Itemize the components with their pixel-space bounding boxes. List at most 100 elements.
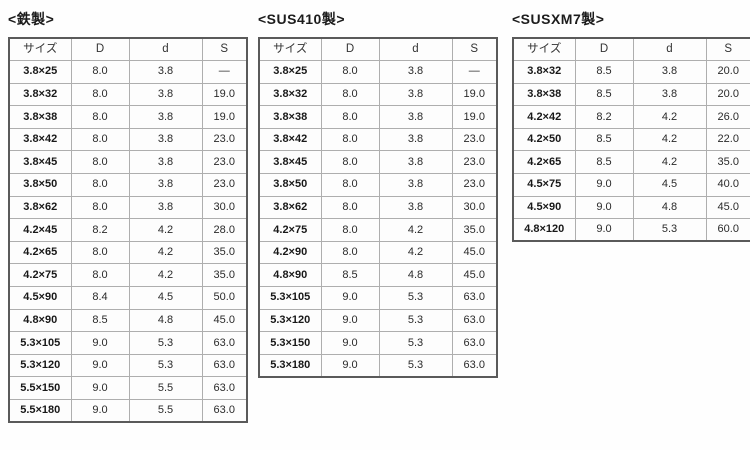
cell-d: 4.5 <box>128 286 203 310</box>
cell-d: 3.8 <box>128 127 203 152</box>
cell-S: 35.0 <box>201 263 248 288</box>
cell-d: 5.5 <box>128 399 203 423</box>
cell-D: 8.0 <box>70 127 130 152</box>
cell-d: 5.5 <box>128 376 203 400</box>
cell-D: 8.5 <box>574 150 634 175</box>
cell-S: 45.0 <box>451 240 498 265</box>
cell-size: 3.8×32 <box>258 82 322 107</box>
cell-D: 8.5 <box>574 127 634 152</box>
cell-size: 3.8×62 <box>8 195 72 220</box>
cell-size: 3.8×62 <box>258 195 322 220</box>
cell-size: 5.3×105 <box>258 286 322 310</box>
cell-size: 4.2×75 <box>8 263 72 288</box>
cell-S: 45.0 <box>451 263 498 288</box>
cell-S: 22.0 <box>705 127 750 152</box>
cell-size: 4.5×90 <box>512 195 576 220</box>
spec-row: 5.3×150 9.0 5.3 63.0 <box>258 331 498 355</box>
cell-d: 3.8 <box>378 105 453 129</box>
cell-d: 3.8 <box>128 105 203 129</box>
spec-row: 4.5×75 9.0 4.5 40.0 <box>512 173 750 197</box>
cell-S: 30.0 <box>451 195 498 220</box>
cell-D: 8.0 <box>320 150 380 175</box>
cell-S: 63.0 <box>451 353 498 378</box>
cell-size: 3.8×38 <box>8 105 72 129</box>
column-header-size: サイズ <box>258 37 322 62</box>
cell-d: 3.8 <box>128 195 203 220</box>
cell-d: 4.2 <box>632 150 707 175</box>
cell-S: 23.0 <box>451 127 498 152</box>
spec-row: 3.8×38 8.5 3.8 20.0 <box>512 82 750 107</box>
cell-S: — <box>201 60 248 84</box>
spec-row: 4.2×45 8.2 4.2 28.0 <box>8 218 248 242</box>
cell-D: 8.0 <box>320 105 380 129</box>
cell-size: 4.8×90 <box>258 263 322 288</box>
cell-size: 4.2×65 <box>8 240 72 265</box>
cell-d: 3.8 <box>128 82 203 107</box>
spec-row: 3.8×32 8.5 3.8 20.0 <box>512 60 750 84</box>
cell-S: 60.0 <box>705 218 750 242</box>
cell-D: 9.0 <box>320 331 380 355</box>
cell-d: 3.8 <box>378 195 453 220</box>
column-header-D: D <box>70 37 130 62</box>
spec-row: 3.8×50 8.0 3.8 23.0 <box>8 173 248 197</box>
cell-S: 45.0 <box>201 308 248 333</box>
cell-d: 4.8 <box>632 195 707 220</box>
cell-size: 3.8×38 <box>512 82 576 107</box>
cell-d: 3.8 <box>378 60 453 84</box>
cell-S: 28.0 <box>201 218 248 242</box>
cell-D: 9.0 <box>320 286 380 310</box>
cell-d: 4.2 <box>632 105 707 129</box>
cell-D: 8.0 <box>70 150 130 175</box>
cell-S: 63.0 <box>451 286 498 310</box>
cell-D: 8.0 <box>320 218 380 242</box>
cell-S: 35.0 <box>451 218 498 242</box>
cell-D: 9.0 <box>574 173 634 197</box>
cell-D: 8.0 <box>70 240 130 265</box>
cell-size: 3.8×25 <box>8 60 72 84</box>
cell-size: 4.8×90 <box>8 308 72 333</box>
cell-D: 8.0 <box>320 173 380 197</box>
cell-d: 4.2 <box>128 240 203 265</box>
spec-row: 3.8×38 8.0 3.8 19.0 <box>8 105 248 129</box>
column-header-size: サイズ <box>8 37 72 62</box>
cell-d: 5.3 <box>378 353 453 378</box>
cell-size: 5.5×150 <box>8 376 72 400</box>
cell-size: 3.8×45 <box>8 150 72 175</box>
cell-size: 5.3×120 <box>258 308 322 333</box>
column-header-size: サイズ <box>512 37 576 62</box>
cell-D: 8.0 <box>70 195 130 220</box>
cell-size: 4.8×120 <box>512 218 576 242</box>
table-title-susxm7: <SUSXM7製> <box>512 11 605 27</box>
cell-S: 19.0 <box>451 82 498 107</box>
cell-size: 3.8×42 <box>8 127 72 152</box>
cell-d: 5.3 <box>128 353 203 378</box>
spec-row: 4.8×90 8.5 4.8 45.0 <box>258 263 498 288</box>
cell-S: 26.0 <box>705 105 750 129</box>
spec-row: 3.8×62 8.0 3.8 30.0 <box>8 195 248 220</box>
cell-D: 9.0 <box>574 218 634 242</box>
spec-row: 3.8×42 8.0 3.8 23.0 <box>8 127 248 152</box>
spec-row: 3.8×32 8.0 3.8 19.0 <box>8 82 248 107</box>
spec-row: 4.2×75 8.0 4.2 35.0 <box>8 263 248 288</box>
cell-S: 63.0 <box>451 331 498 355</box>
column-header-S: S <box>201 37 248 62</box>
spec-row: 5.3×105 9.0 5.3 63.0 <box>258 286 498 310</box>
spec-row: 4.2×75 8.0 4.2 35.0 <box>258 218 498 242</box>
cell-d: 5.3 <box>128 331 203 355</box>
spec-row: 4.2×42 8.2 4.2 26.0 <box>512 105 750 129</box>
cell-size: 5.3×150 <box>258 331 322 355</box>
cell-d: 4.2 <box>632 127 707 152</box>
table-title-steel: <鉄製> <box>8 11 55 27</box>
spec-row: 3.8×25 8.0 3.8— <box>8 60 248 84</box>
cell-S: — <box>451 60 498 84</box>
cell-S: 35.0 <box>705 150 750 175</box>
cell-size: 4.2×75 <box>258 218 322 242</box>
cell-size: 4.2×65 <box>512 150 576 175</box>
cell-D: 8.2 <box>574 105 634 129</box>
spec-row: 4.2×50 8.5 4.2 22.0 <box>512 127 750 152</box>
column-header-S: S <box>705 37 750 62</box>
cell-D: 9.0 <box>320 308 380 333</box>
